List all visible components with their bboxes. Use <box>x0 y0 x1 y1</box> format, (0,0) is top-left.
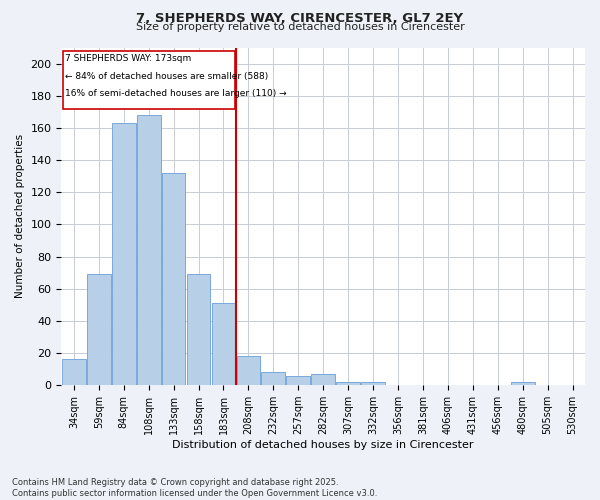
FancyBboxPatch shape <box>62 50 235 108</box>
Text: Size of property relative to detached houses in Cirencester: Size of property relative to detached ho… <box>136 22 464 32</box>
Text: 16% of semi-detached houses are larger (110) →: 16% of semi-detached houses are larger (… <box>65 90 287 98</box>
Bar <box>511 382 535 385</box>
Bar <box>62 360 86 385</box>
Bar <box>212 303 235 385</box>
Text: Contains HM Land Registry data © Crown copyright and database right 2025.
Contai: Contains HM Land Registry data © Crown c… <box>12 478 377 498</box>
Bar <box>187 274 211 385</box>
Bar <box>336 382 360 385</box>
Text: 7 SHEPHERDS WAY: 173sqm: 7 SHEPHERDS WAY: 173sqm <box>65 54 191 63</box>
Bar <box>112 123 136 385</box>
Y-axis label: Number of detached properties: Number of detached properties <box>15 134 25 298</box>
X-axis label: Distribution of detached houses by size in Cirencester: Distribution of detached houses by size … <box>172 440 474 450</box>
Bar <box>361 382 385 385</box>
Text: ← 84% of detached houses are smaller (588): ← 84% of detached houses are smaller (58… <box>65 72 268 80</box>
Bar <box>236 356 260 385</box>
Bar <box>286 376 310 385</box>
Bar <box>262 372 285 385</box>
Bar <box>311 374 335 385</box>
Text: 7, SHEPHERDS WAY, CIRENCESTER, GL7 2EY: 7, SHEPHERDS WAY, CIRENCESTER, GL7 2EY <box>136 12 464 24</box>
Bar <box>137 115 161 385</box>
Bar <box>162 173 185 385</box>
Bar <box>87 274 110 385</box>
